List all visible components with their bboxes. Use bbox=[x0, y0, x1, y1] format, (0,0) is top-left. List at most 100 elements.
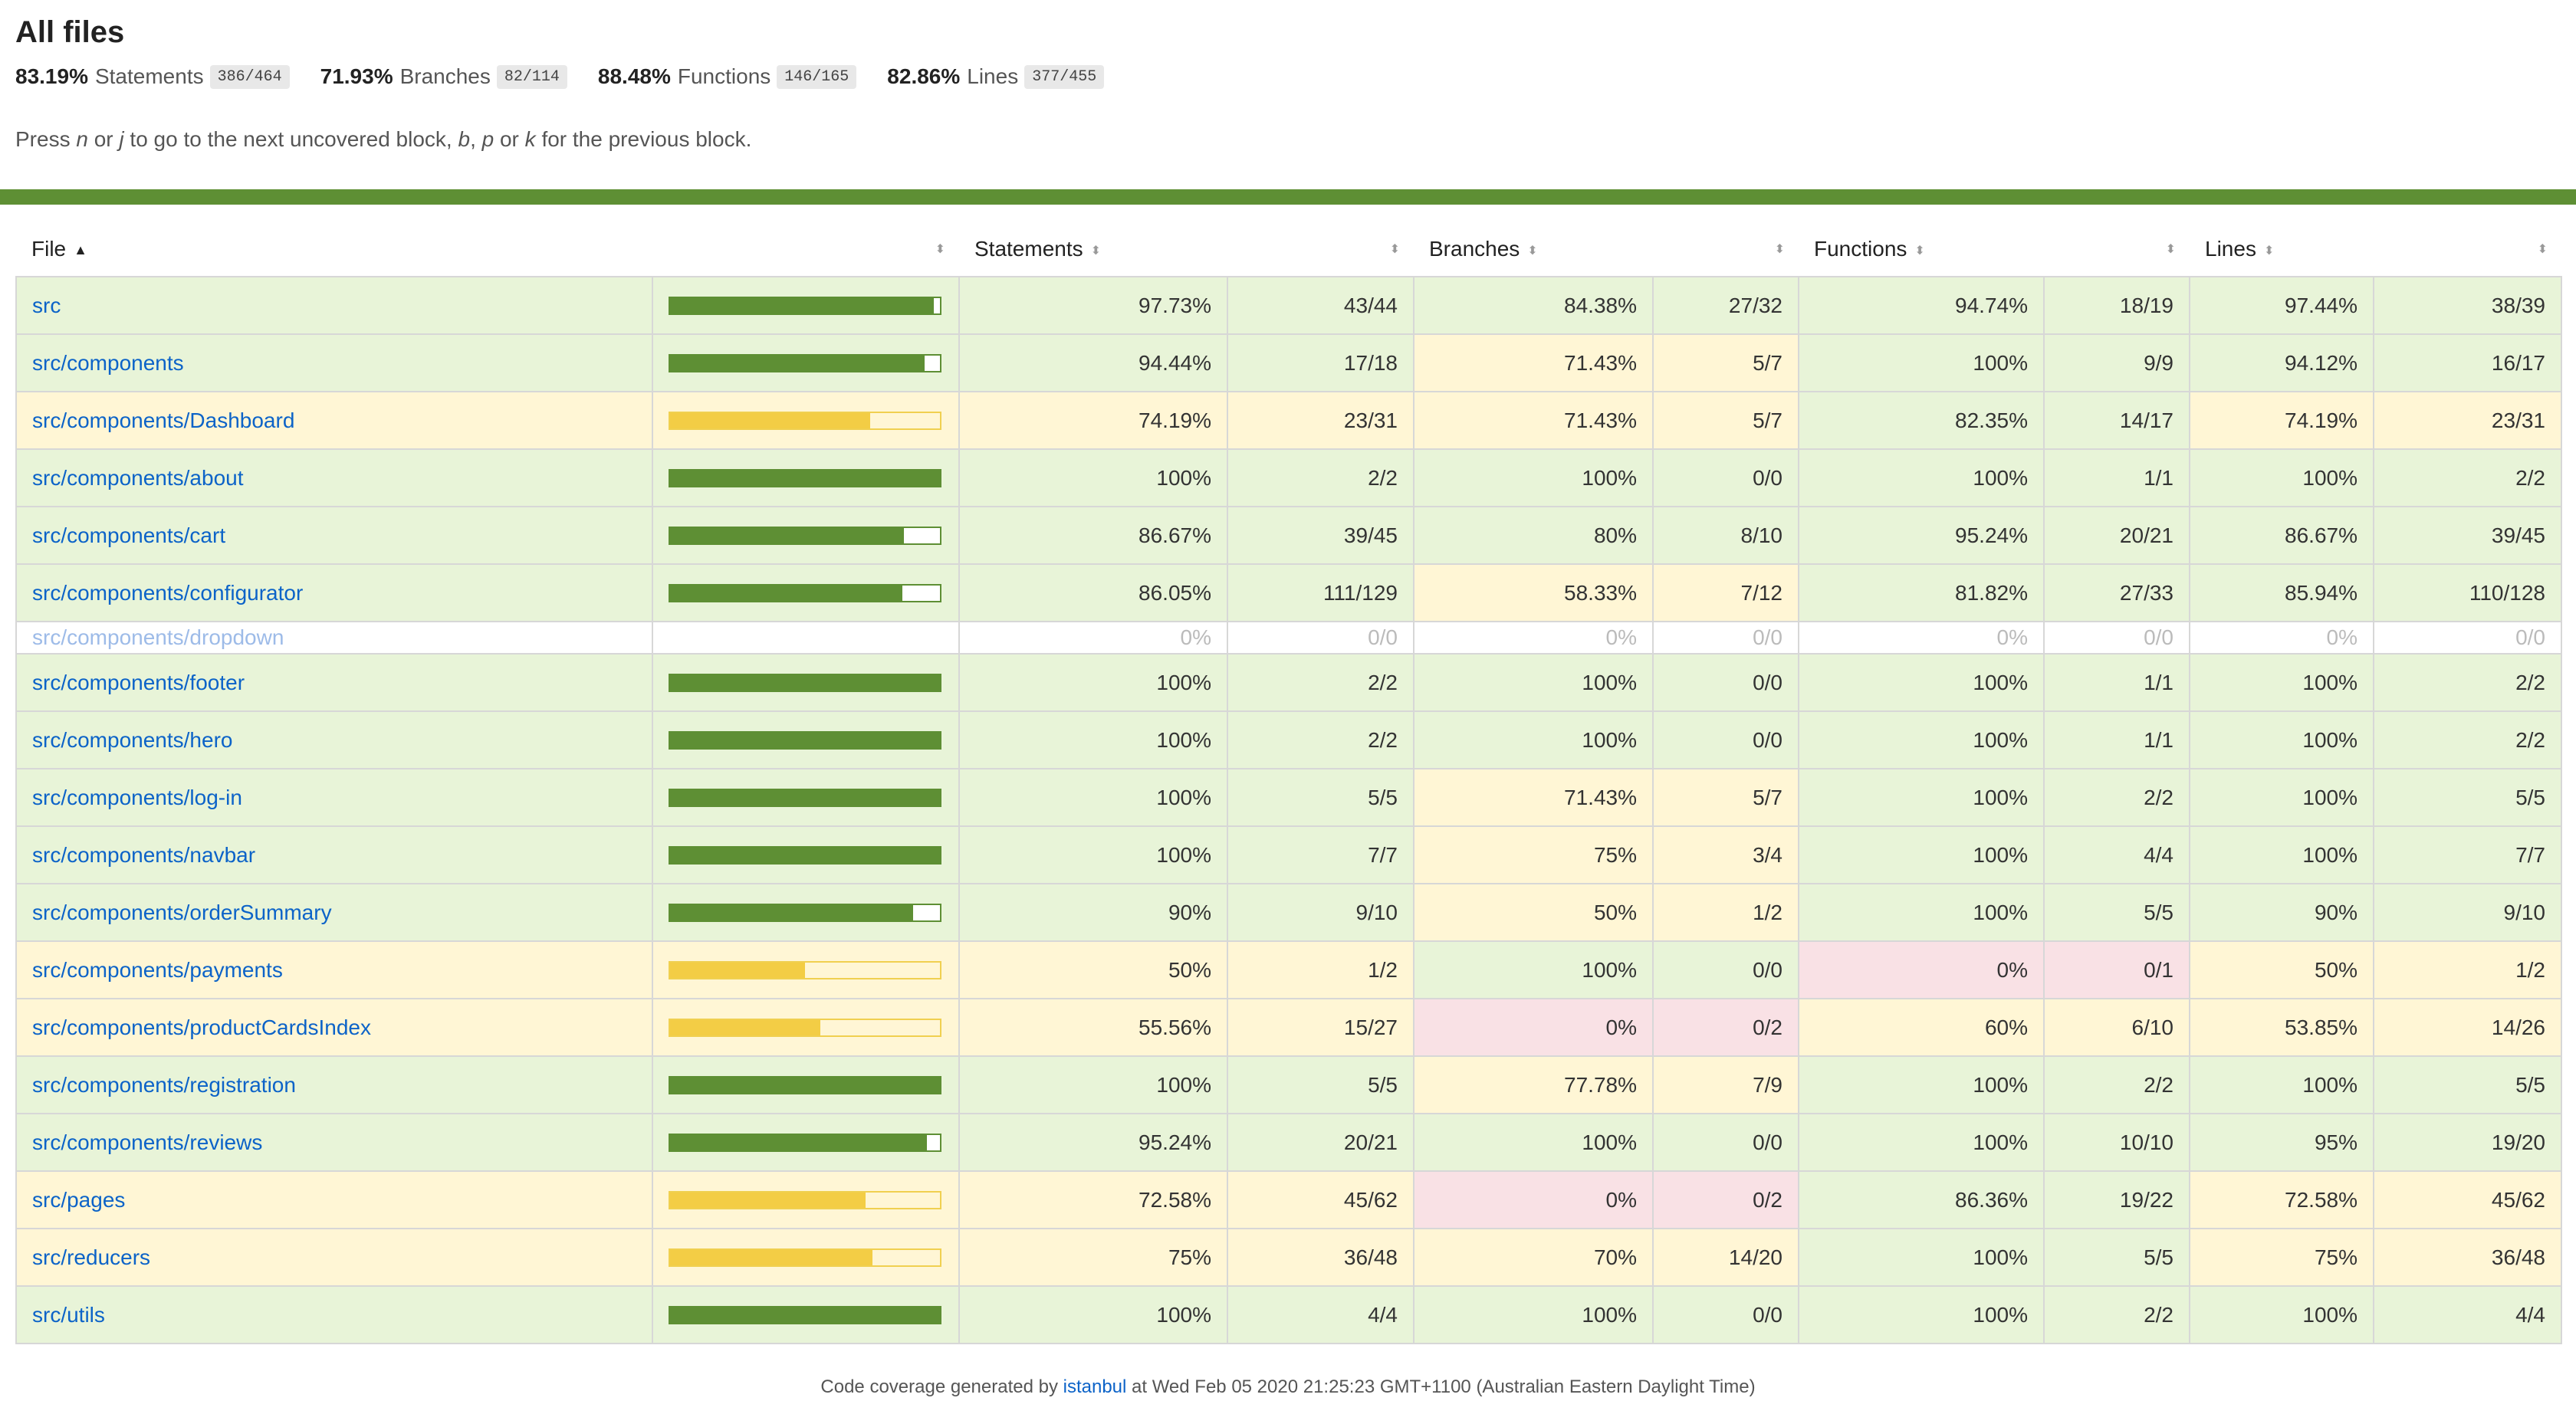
help-key: p bbox=[481, 127, 495, 151]
coverage-bar-cell bbox=[652, 883, 960, 942]
functions-fraction-cell: 14/17 bbox=[2043, 391, 2190, 450]
file-link[interactable]: src/pages bbox=[32, 1187, 126, 1212]
lines-fraction-cell: 39/45 bbox=[2373, 506, 2562, 565]
istanbul-link[interactable]: istanbul bbox=[1063, 1376, 1127, 1397]
branches-pct-cell: 70% bbox=[1413, 1228, 1654, 1287]
statements-fraction-cell: 2/2 bbox=[1227, 710, 1414, 769]
statements-pct-cell: 100% bbox=[958, 1285, 1228, 1344]
file-link[interactable]: src/components bbox=[32, 350, 184, 375]
coverage-bar bbox=[669, 468, 941, 487]
coverage-bar-fill bbox=[670, 732, 940, 748]
help-text: , bbox=[470, 127, 482, 151]
file-cell: src/components/navbar bbox=[15, 825, 653, 884]
column-header-statements[interactable]: Statements ⬍ bbox=[959, 222, 1227, 277]
lines-pct-cell: 100% bbox=[2189, 653, 2374, 712]
table-row: src/components/Dashboard 74.19% 23/31 71.43… bbox=[15, 391, 2562, 450]
branches-fraction-cell: 0/0 bbox=[1652, 653, 1799, 712]
branches-pct-cell: 0% bbox=[1413, 621, 1654, 655]
file-link[interactable]: src/utils bbox=[32, 1302, 105, 1327]
file-link[interactable]: src/reducers bbox=[32, 1245, 151, 1269]
file-link[interactable]: src/components/productCardsIndex bbox=[32, 1015, 371, 1039]
file-cell: src/components/Dashboard bbox=[15, 391, 653, 450]
lines-pct-cell: 0% bbox=[2189, 621, 2374, 655]
file-link[interactable]: src/components/Dashboard bbox=[32, 408, 295, 432]
help-text: for the previous block. bbox=[535, 127, 752, 151]
statements-pct-cell: 100% bbox=[958, 448, 1228, 507]
branches-fraction-cell: 0/0 bbox=[1652, 448, 1799, 507]
statements-pct-cell: 0% bbox=[958, 621, 1228, 655]
lines-pct-cell: 94.12% bbox=[2189, 333, 2374, 392]
functions-fraction-cell: 4/4 bbox=[2043, 825, 2190, 884]
file-link[interactable]: src/components/navbar bbox=[32, 842, 256, 867]
table-row: src/components/navbar 100% 7/7 75% 3/4 100% 4/… bbox=[15, 825, 2562, 884]
column-header-file[interactable]: File ▲ bbox=[16, 222, 652, 277]
footer-text: Code coverage generated by bbox=[820, 1376, 1063, 1397]
summary-fraction: 82/114 bbox=[496, 64, 567, 89]
statements-fraction-cell: 2/2 bbox=[1227, 653, 1414, 712]
file-link[interactable]: src/components/dropdown bbox=[32, 625, 284, 649]
statements-fraction-cell: 1/2 bbox=[1227, 940, 1414, 999]
sort-arrows-icon: ⬍ bbox=[1527, 244, 1538, 258]
statements-pct-cell: 100% bbox=[958, 768, 1228, 827]
table-row: src/components/payments 50% 1/2 100% 0/0 0% 0/… bbox=[15, 940, 2562, 999]
file-link[interactable]: src/components/configurator bbox=[32, 580, 304, 605]
file-link[interactable]: src/components/cart bbox=[32, 523, 226, 547]
functions-fraction-cell: 5/5 bbox=[2043, 883, 2190, 942]
functions-fraction-cell: 27/33 bbox=[2043, 563, 2190, 622]
file-link[interactable]: src/components/about bbox=[32, 465, 244, 490]
column-header-branches[interactable]: Branches ⬍ bbox=[1414, 222, 1653, 277]
file-link[interactable]: src/components/reviews bbox=[32, 1130, 263, 1154]
column-header-lines[interactable]: Lines ⬍ bbox=[2190, 222, 2374, 277]
statements-fraction-cell: 0/0 bbox=[1227, 621, 1414, 655]
file-link[interactable]: src/components/footer bbox=[32, 670, 245, 694]
file-link[interactable]: src bbox=[32, 293, 61, 317]
functions-pct-cell: 100% bbox=[1798, 653, 2045, 712]
column-header-branches-fraction[interactable]: ⬍ bbox=[1653, 222, 1799, 277]
summary-label: Branches bbox=[399, 64, 491, 88]
file-cell: src/components/registration bbox=[15, 1055, 653, 1114]
file-cell: src/components/dropdown bbox=[15, 621, 653, 655]
column-header-functions[interactable]: Functions ⬍ bbox=[1799, 222, 2044, 277]
file-cell: src/components/footer bbox=[15, 653, 653, 712]
file-cell: src/components/productCardsIndex bbox=[15, 998, 653, 1057]
column-header-statements-fraction[interactable]: ⬍ bbox=[1227, 222, 1414, 277]
help-key: j bbox=[119, 127, 124, 151]
file-link[interactable]: src/components/payments bbox=[32, 957, 283, 982]
statements-pct-cell: 75% bbox=[958, 1228, 1228, 1287]
help-text: to go to the next uncovered block, bbox=[123, 127, 458, 151]
coverage-bar-cell bbox=[652, 653, 960, 712]
branches-pct-cell: 100% bbox=[1413, 1113, 1654, 1172]
summary-pct: 88.48% bbox=[597, 64, 671, 88]
file-link[interactable]: src/components/log-in bbox=[32, 785, 242, 809]
file-link[interactable]: src/components/registration bbox=[32, 1072, 296, 1097]
file-cell: src/components/cart bbox=[15, 506, 653, 565]
lines-pct-cell: 72.58% bbox=[2189, 1170, 2374, 1229]
lines-fraction-cell: 7/7 bbox=[2373, 825, 2562, 884]
table-row: src/components/cart 86.67% 39/45 80% 8/10 95.… bbox=[15, 506, 2562, 565]
coverage-bar bbox=[669, 845, 941, 865]
coverage-bar bbox=[669, 411, 941, 430]
coverage-bar-fill bbox=[670, 789, 940, 805]
functions-pct-cell: 86.36% bbox=[1798, 1170, 2045, 1229]
statements-pct-cell: 100% bbox=[958, 653, 1228, 712]
lines-pct-cell: 100% bbox=[2189, 768, 2374, 827]
statements-fraction-cell: 36/48 bbox=[1227, 1228, 1414, 1287]
page-title: All files bbox=[15, 15, 125, 49]
statements-pct-cell: 72.58% bbox=[958, 1170, 1228, 1229]
branches-pct-cell: 100% bbox=[1413, 940, 1654, 999]
branches-fraction-cell: 3/4 bbox=[1652, 825, 1799, 884]
statements-fraction-cell: 2/2 bbox=[1227, 448, 1414, 507]
help-text: or bbox=[87, 127, 120, 151]
summary-fraction: 386/464 bbox=[209, 64, 290, 89]
file-link[interactable]: src/components/orderSummary bbox=[32, 900, 332, 924]
column-header-coverage-bar[interactable]: ⬍ bbox=[652, 222, 959, 277]
statements-fraction-cell: 7/7 bbox=[1227, 825, 1414, 884]
column-header-lines-fraction[interactable]: ⬍ bbox=[2374, 222, 2561, 277]
column-header-functions-fraction[interactable]: ⬍ bbox=[2044, 222, 2190, 277]
statements-fraction-cell: 9/10 bbox=[1227, 883, 1414, 942]
coverage-bar bbox=[669, 1018, 941, 1037]
file-cell: src/components/hero bbox=[15, 710, 653, 769]
file-link[interactable]: src/components/hero bbox=[32, 727, 233, 752]
coverage-bar-cell bbox=[652, 1055, 960, 1114]
table-row: src/components/registration 100% 5/5 77.78%… bbox=[15, 1055, 2562, 1114]
